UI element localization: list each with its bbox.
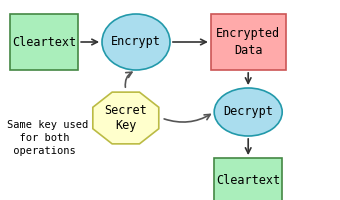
- Ellipse shape: [102, 14, 170, 70]
- Text: Same key used
  for both
 operations: Same key used for both operations: [7, 120, 88, 156]
- Text: Cleartext: Cleartext: [216, 173, 280, 186]
- Polygon shape: [93, 92, 159, 144]
- FancyBboxPatch shape: [10, 14, 78, 70]
- Text: Encrypt: Encrypt: [111, 36, 161, 48]
- Text: Secret
Key: Secret Key: [104, 104, 147, 132]
- Text: Cleartext: Cleartext: [12, 36, 76, 48]
- FancyBboxPatch shape: [211, 14, 286, 70]
- FancyBboxPatch shape: [214, 158, 282, 200]
- Text: Encrypted
Data: Encrypted Data: [216, 27, 280, 56]
- Ellipse shape: [214, 88, 282, 136]
- Text: Decrypt: Decrypt: [223, 106, 273, 118]
